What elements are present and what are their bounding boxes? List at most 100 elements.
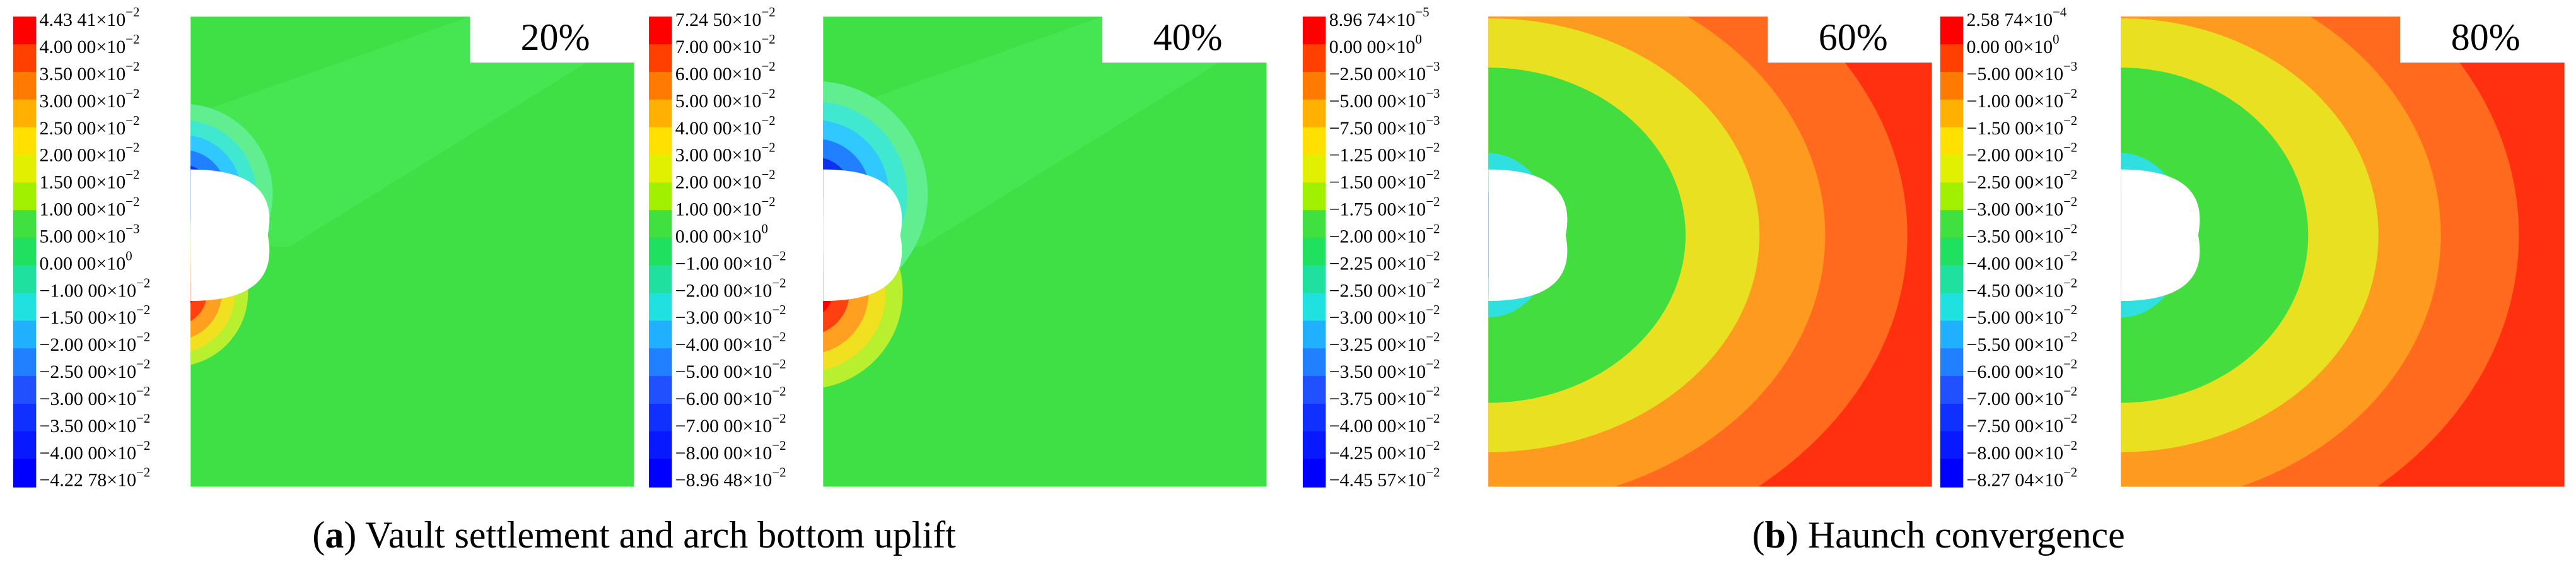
legend-value: −1.00 00×10 [675,253,772,274]
legend-swatch [1940,431,1964,460]
legend-label: −8.27 04×10−2 [1966,465,2077,491]
caption: (a) Vault settlement and arch bottom upl… [312,514,956,556]
legend-label: −1.00 00×10−2 [1966,86,2077,112]
legend-exponent: −2 [761,194,775,209]
legend-swatch [1940,44,1964,73]
legend-label: −7.00 00×10−2 [675,411,786,437]
legend-label: 2.00 00×10−2 [40,140,140,166]
legend-label: −3.25 00×10−2 [1329,329,1440,355]
legend-value: 7.24 50×10 [675,9,762,30]
legend-value: −2.50 00×10 [1966,172,2063,193]
legend-value: −3.50 00×10 [40,416,137,437]
legend-value: −3.50 00×10 [1329,361,1426,382]
legend-swatch [1940,459,1964,488]
legend-exponent: 0 [1415,32,1421,47]
legend-swatch [1302,155,1326,184]
legend-label: −4.25 00×10−2 [1329,438,1440,464]
legend-exponent: −2 [2063,221,2077,236]
legend-label: 4.00 00×10−2 [40,32,140,57]
legend-swatch [13,459,37,488]
legend-swatch [13,182,37,211]
legend-label: 7.24 50×10−2 [675,4,776,30]
legend-exponent: −3 [2063,59,2077,74]
contour-plot [190,16,634,487]
legend-exponent: −2 [1426,275,1440,290]
legend-exponent: 0 [761,221,767,236]
legend-value: −3.00 00×10 [1329,307,1426,328]
legend-value: −7.00 00×10 [1966,389,2063,409]
legend-exponent: −2 [761,113,775,128]
legend-value: −1.25 00×10 [1329,145,1426,166]
legend-label: 0.00 00×100 [1966,32,2059,57]
legend-swatch [1302,210,1326,239]
legend-exponent: −2 [772,356,786,372]
legend-label: −5.00 00×10−3 [1329,86,1440,112]
label-notch [470,15,636,63]
legend-exponent: −2 [761,59,775,74]
legend-exponent: −2 [1426,465,1440,480]
legend-label: −4.00 00×10−2 [1329,411,1440,437]
legend-label: 6.00 00×10−2 [675,59,776,85]
legend-value: −4.45 57×10 [1329,470,1426,491]
legend-label: −2.00 00×10−2 [675,275,786,301]
legend-value: 4.00 00×10 [675,118,762,139]
legend-exponent: −2 [1426,167,1440,182]
legend-label: −1.50 00×10−2 [1966,113,2077,139]
contour-plot [1488,16,1932,487]
legend-exponent: −2 [772,411,786,426]
legend-exponent: −2 [1426,384,1440,399]
legend-exponent: −2 [761,32,775,47]
legend-swatch [1940,237,1964,267]
legend-label: −1.50 00×10−2 [40,302,151,328]
legend-label: −3.00 00×10−2 [1966,194,2077,220]
legend-exponent: −2 [2063,275,2077,290]
percent-label: 40% [1153,16,1223,58]
legend-swatch [13,72,37,101]
legend-swatch [649,459,672,488]
legend-label: 5.00 00×10−3 [40,221,140,247]
legend-value: 2.00 00×10 [675,172,762,193]
legend-value: −4.00 00×10 [40,443,137,464]
legend-exponent: −2 [136,438,150,453]
legend-value: −5.00 00×10 [1329,91,1426,112]
contour-band [823,16,1267,247]
legend-value: −3.50 00×10 [1966,226,2063,247]
contour-band [190,281,194,304]
legend-label: −3.50 00×10−2 [1329,356,1440,382]
legend-label: −1.00 00×10−2 [40,275,151,301]
legend-exponent: −2 [2063,384,2077,399]
caption-open: ( [312,514,325,556]
legend-exponent: −2 [2063,329,2077,344]
legend-value: 2.58 74×10 [1966,9,2053,30]
legend-swatch [649,265,672,294]
legend-swatch [649,16,672,45]
legend-label: −5.50 00×10−2 [1966,329,2077,355]
legend-exponent: −2 [125,4,139,20]
legend-swatch [1940,16,1964,45]
legend-value: 0.00 00×10 [40,253,126,274]
legend-label: −3.50 00×10−2 [40,411,151,437]
legend-value: −6.00 00×10 [675,389,772,409]
legend-swatch [1940,127,1964,156]
legend-value: −2.00 00×10 [1329,226,1426,247]
percent-label: 20% [521,16,590,58]
legend-swatch [1302,265,1326,294]
legend-exponent: −2 [772,275,786,290]
legend-swatch [1940,376,1964,405]
caption-letter: a [325,514,344,556]
legend-swatch [13,127,37,156]
legend-value: −5.50 00×10 [1966,334,2063,355]
label-notch [1768,15,1934,63]
legend-exponent: −2 [761,140,775,155]
legend-swatch [1940,403,1964,433]
legend-swatch [13,431,37,460]
legend-label: −2.00 00×10−2 [40,329,151,355]
legend-label: −4.22 78×10−2 [40,465,151,491]
legend-label: −4.00 00×10−2 [40,438,151,464]
legend-label: 4.00 00×10−2 [675,113,776,139]
legend-value: −2.50 00×10 [40,361,137,382]
legend-swatch [1302,72,1326,101]
legend-label: −3.00 00×10−2 [1329,302,1440,328]
legend-exponent: −3 [125,221,139,236]
